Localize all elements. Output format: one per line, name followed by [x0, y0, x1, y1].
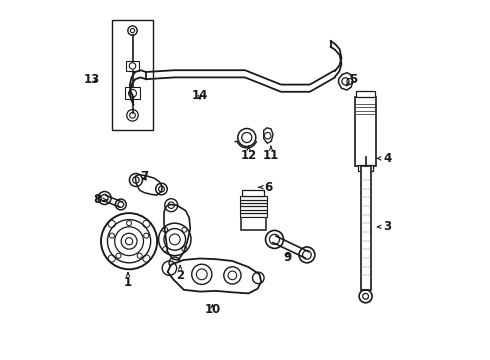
Bar [112, 20, 153, 130]
Polygon shape [264, 128, 273, 143]
Bar [361, 166, 370, 290]
Bar [355, 97, 376, 166]
Bar [240, 206, 267, 210]
Text: 6: 6 [259, 181, 272, 194]
Bar [240, 199, 267, 203]
Text: 1: 1 [124, 273, 132, 289]
Polygon shape [339, 73, 353, 90]
Bar [243, 190, 264, 196]
Bar [240, 196, 267, 199]
Text: 7: 7 [140, 170, 148, 183]
Bar [356, 91, 375, 97]
Bar [358, 165, 373, 171]
Text: 9: 9 [283, 251, 292, 264]
Text: 2: 2 [176, 266, 184, 282]
Bar [240, 213, 267, 217]
Polygon shape [168, 258, 261, 293]
Text: 14: 14 [192, 89, 208, 102]
Text: 8: 8 [93, 193, 107, 206]
Text: 11: 11 [263, 146, 279, 162]
Text: 12: 12 [241, 146, 257, 162]
Polygon shape [135, 175, 162, 195]
Text: 4: 4 [377, 152, 392, 165]
Bar [241, 217, 266, 230]
Text: 13: 13 [84, 73, 100, 86]
Bar [125, 87, 140, 99]
Bar [240, 210, 267, 213]
Text: 10: 10 [204, 303, 220, 316]
Text: 3: 3 [377, 220, 391, 233]
Polygon shape [164, 204, 190, 260]
Bar [240, 203, 267, 207]
Bar [126, 60, 139, 71]
Text: 5: 5 [346, 73, 357, 86]
